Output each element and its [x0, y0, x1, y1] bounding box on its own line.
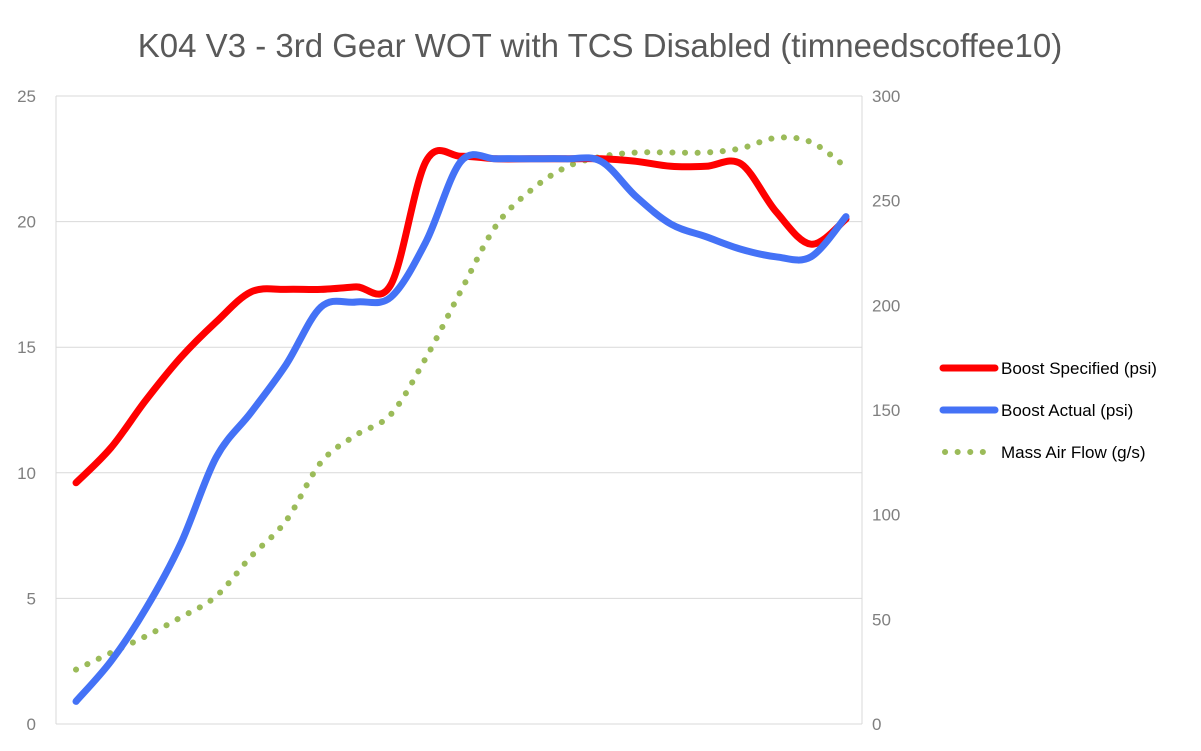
right-axis-ticks: 0 50 100 150 200 250 300	[872, 87, 900, 734]
right-tick-label: 100	[872, 506, 900, 525]
series-line-1	[72, 151, 850, 705]
right-tick-label: 150	[872, 401, 900, 420]
legend-label-2: Mass Air Flow (g/s)	[1001, 443, 1146, 462]
left-tick-label: 10	[17, 464, 36, 483]
right-tick-label: 300	[872, 87, 900, 106]
right-tick-label: 200	[872, 296, 900, 315]
left-tick-label: 25	[17, 87, 36, 106]
legend-label-1: Boost Actual (psi)	[1001, 401, 1133, 420]
chart-title: K04 V3 - 3rd Gear WOT with TCS Disabled …	[138, 27, 1062, 64]
right-tick-label: 0	[872, 715, 881, 734]
legend: Boost Specified (psi) Boost Actual (psi) M…	[939, 359, 1157, 462]
left-axis-ticks: 0 5 10 15 20 25	[17, 87, 36, 734]
right-tick-label: 50	[872, 610, 891, 629]
legend-label-0: Boost Specified (psi)	[1001, 359, 1157, 378]
right-tick-label: 250	[872, 192, 900, 211]
left-tick-label: 5	[27, 589, 36, 608]
series-lines	[72, 134, 850, 705]
left-tick-label: 0	[27, 715, 36, 734]
series-line-0	[72, 146, 850, 487]
left-tick-label: 20	[17, 213, 36, 232]
series-line-2	[73, 134, 849, 673]
left-tick-label: 15	[17, 338, 36, 357]
